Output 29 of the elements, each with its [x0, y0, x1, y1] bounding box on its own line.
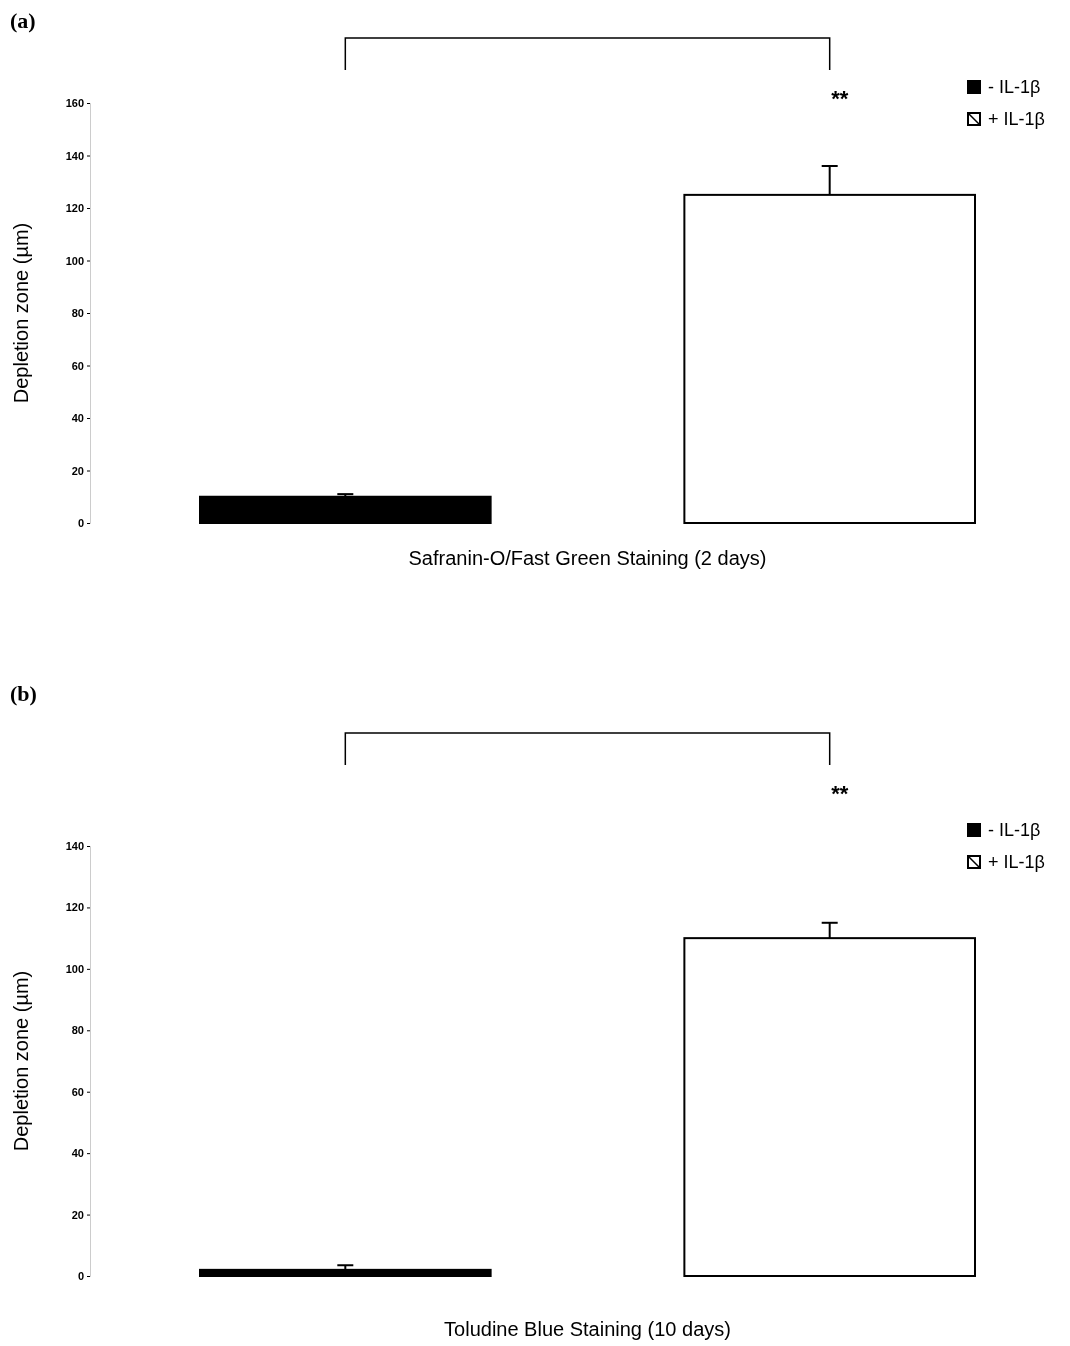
chart-title: (b) [10, 681, 37, 706]
y-tick-label: 80 [71, 1024, 84, 1037]
legend-label: - IL-1β [988, 77, 1041, 97]
y-tick-label: 140 [65, 840, 84, 853]
y-tick-label: 80 [71, 307, 84, 320]
y-tick-label: 20 [71, 1208, 84, 1221]
y-tick-label: 40 [71, 412, 84, 425]
chart-title: (a) [10, 8, 36, 33]
y-axis-title: Depletion zone (µm) [10, 970, 32, 1152]
annotation: ** [831, 86, 849, 111]
y-tick-label: 100 [65, 254, 84, 267]
y-tick-label: 40 [71, 1147, 84, 1160]
y-tick-label: 100 [65, 962, 84, 975]
y-tick-label: 120 [65, 901, 84, 914]
x-axis-title: Toludine Blue Staining (10 days) [444, 1318, 731, 1340]
x-axis-title: Safranin-O/Fast Green Staining (2 days) [408, 547, 767, 569]
y-tick-label: 140 [65, 149, 84, 162]
legend-label: + IL-1β [988, 109, 1045, 129]
y-tick-label: 120 [65, 202, 84, 215]
y-axis-title: Depletion zone (µm) [10, 222, 32, 404]
legend-label: - IL-1β [988, 820, 1041, 840]
y-tick-label: 60 [71, 359, 84, 372]
y-tick-label: 0 [77, 517, 84, 530]
y-tick-label: 20 [71, 464, 84, 477]
y-tick-label: 0 [77, 1270, 84, 1283]
text: ** [831, 781, 849, 806]
y-tick-label: 160 [65, 97, 84, 110]
legend-label: + IL-1β [988, 852, 1045, 872]
y-tick-label: 60 [71, 1085, 84, 1098]
